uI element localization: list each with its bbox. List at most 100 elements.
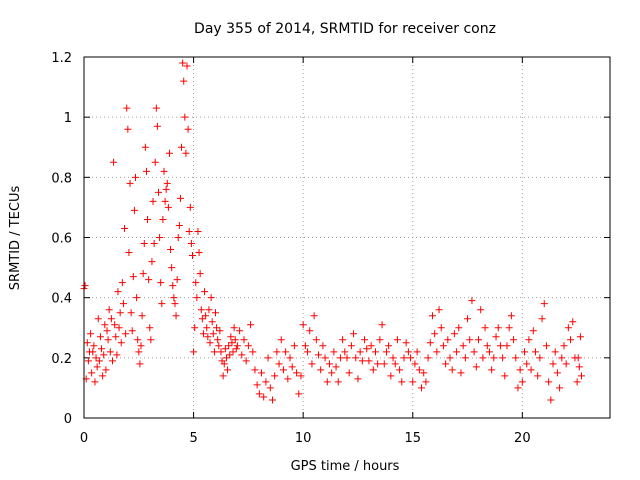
- data-point: [167, 246, 175, 254]
- data-point: [409, 378, 417, 386]
- data-point: [149, 197, 157, 205]
- data-point: [347, 342, 355, 350]
- data-point: [385, 342, 393, 350]
- data-point: [558, 354, 566, 362]
- data-point: [466, 336, 474, 344]
- data-point: [378, 321, 386, 329]
- data-point: [157, 279, 165, 287]
- y-tick-label: 0: [64, 412, 72, 427]
- data-point: [464, 315, 472, 323]
- data-point: [444, 336, 452, 344]
- data-point: [87, 330, 95, 338]
- data-point: [573, 378, 581, 386]
- data-point: [418, 384, 426, 392]
- data-point: [334, 378, 342, 386]
- data-point: [135, 348, 143, 356]
- data-point: [461, 354, 469, 362]
- data-point: [153, 122, 161, 130]
- data-point: [102, 366, 110, 374]
- grid-lines: [84, 57, 610, 418]
- data-point: [295, 390, 303, 398]
- data-point: [127, 309, 135, 317]
- data-point: [140, 240, 148, 248]
- data-point: [192, 279, 200, 287]
- data-point: [567, 336, 575, 344]
- data-point: [98, 345, 106, 353]
- data-point: [213, 324, 221, 332]
- data-point: [569, 318, 577, 326]
- data-point: [512, 354, 520, 362]
- data-point: [578, 372, 586, 380]
- data-point: [361, 336, 369, 344]
- data-point: [220, 360, 228, 368]
- data-point: [181, 113, 189, 121]
- data-point: [501, 372, 509, 380]
- data-point: [492, 333, 500, 341]
- data-point: [367, 342, 375, 350]
- data-point: [475, 336, 482, 344]
- data-point: [336, 354, 344, 362]
- data-point: [133, 294, 141, 302]
- data-points: [80, 59, 586, 404]
- data-point: [242, 357, 250, 365]
- data-point: [468, 297, 476, 305]
- data-point: [227, 333, 235, 341]
- data-point: [549, 360, 557, 368]
- data-point: [514, 384, 522, 392]
- data-point: [229, 348, 237, 356]
- data-point: [393, 336, 401, 344]
- data-point: [542, 342, 550, 350]
- data-point: [238, 351, 246, 359]
- data-point: [187, 240, 195, 248]
- data-point: [540, 300, 548, 308]
- data-point: [141, 143, 149, 151]
- chart-title: Day 355 of 2014, SRMTID for receiver con…: [194, 21, 496, 37]
- data-point: [165, 149, 173, 157]
- data-point: [483, 342, 491, 350]
- data-point: [203, 324, 211, 332]
- data-point: [121, 224, 129, 232]
- data-point: [253, 381, 261, 389]
- y-tick-label: 0.4: [51, 292, 72, 307]
- data-point: [224, 366, 232, 374]
- data-point: [288, 363, 296, 371]
- data-point: [503, 342, 511, 350]
- data-point: [186, 203, 194, 211]
- y-axis-label: SRMTID / TECUs: [8, 186, 23, 291]
- y-tick-label: 1: [64, 111, 72, 126]
- data-point: [247, 321, 255, 329]
- data-point: [123, 104, 131, 112]
- data-point: [553, 369, 561, 377]
- data-point: [136, 360, 144, 368]
- data-point: [171, 300, 179, 308]
- data-point: [179, 59, 187, 67]
- data-point: [105, 306, 113, 314]
- data-point: [453, 348, 461, 356]
- data-point: [222, 354, 230, 362]
- data-point: [518, 378, 526, 386]
- data-point: [380, 360, 388, 368]
- data-point: [125, 249, 133, 257]
- data-point: [352, 354, 360, 362]
- data-point: [271, 372, 279, 380]
- data-point: [574, 354, 582, 362]
- data-point: [132, 173, 140, 181]
- data-point: [538, 315, 546, 323]
- data-point: [404, 348, 412, 356]
- data-point: [371, 348, 379, 356]
- data-point: [119, 300, 127, 308]
- data-point: [212, 309, 219, 317]
- data-point: [312, 336, 320, 344]
- data-point: [332, 363, 340, 371]
- data-point: [297, 372, 305, 380]
- y-tick-labels: 0 0.2 0.4 0.6 0.8 1 1.2: [51, 51, 72, 427]
- data-point: [551, 348, 559, 356]
- data-point: [175, 221, 183, 229]
- data-point: [84, 357, 92, 365]
- data-point: [199, 330, 207, 338]
- data-point: [122, 330, 130, 338]
- data-point: [328, 369, 336, 377]
- data-point: [124, 125, 132, 133]
- data-point: [317, 366, 325, 374]
- data-point: [496, 342, 504, 350]
